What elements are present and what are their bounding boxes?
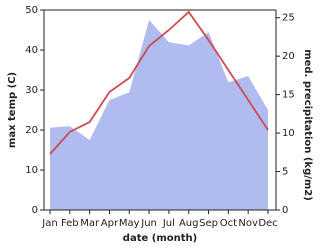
y2-tick-label: 15	[282, 90, 295, 101]
y2-tick-label: 0	[282, 205, 288, 216]
y2-tick-label: 10	[282, 128, 295, 139]
x-tick-label: Jul	[162, 218, 175, 229]
precipitation-area	[50, 20, 268, 210]
y-tick-label: 10	[25, 165, 38, 176]
y2-tick-label: 25	[282, 13, 295, 24]
y2-tick-label: 5	[282, 167, 288, 178]
x-tick-label: Apr	[101, 218, 119, 229]
x-tick-label: Jan	[41, 218, 57, 229]
y-tick-label: 0	[32, 205, 38, 216]
x-tick-label: Aug	[179, 218, 199, 229]
x-axis-label: date (month)	[123, 233, 197, 244]
y2-tick-label: 20	[282, 51, 295, 62]
x-tick-label: Dec	[258, 218, 277, 229]
x-tick-label: Jun	[140, 218, 157, 229]
temperature-line	[49, 10, 269, 155]
y-tick-label: 30	[25, 85, 38, 96]
chart: date (month) max temp (C) med. precipita…	[7, 5, 313, 244]
y-tick-label: 40	[25, 45, 38, 56]
x-tick-label: Feb	[61, 218, 79, 229]
x-tick-label: Mar	[80, 218, 100, 229]
y-tick-label: 20	[25, 125, 38, 136]
x-tick-label: Nov	[238, 218, 258, 229]
y-axis-label: max temp (C)	[7, 72, 18, 148]
x-tick-label: Oct	[220, 218, 237, 229]
x-tick-label: May	[119, 218, 140, 229]
y2-axis-label: med. precipitation (kg/m2)	[302, 49, 313, 201]
y-tick-label: 50	[25, 5, 38, 16]
x-tick-label: Sep	[199, 218, 218, 229]
